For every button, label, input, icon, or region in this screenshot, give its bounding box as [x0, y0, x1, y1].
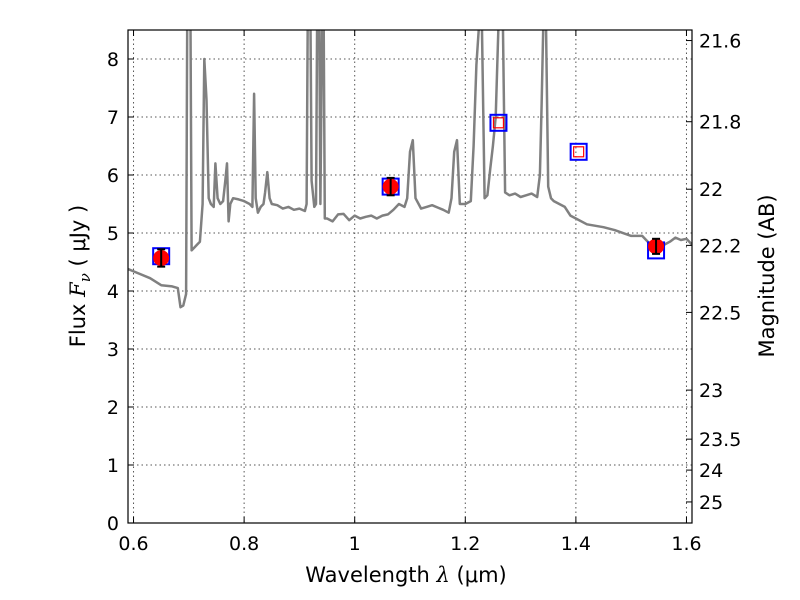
x-tick-label: 1.6	[671, 533, 701, 555]
spectrum-line	[128, 30, 692, 309]
y-tick-label: 4	[107, 281, 119, 303]
y2-tick-label: 21.8	[699, 112, 741, 134]
y-tick-label: 2	[107, 397, 119, 419]
ticks: 0.6 0.8 1 1.2 1.4 1.601234567821.621.82222.22…	[107, 30, 741, 555]
model-photometry-square	[492, 117, 505, 129]
y-axis-label: Flux Fν ( μJy )	[66, 205, 94, 347]
x-tick-label: 0.6	[118, 533, 148, 555]
y-tick-label: 7	[107, 107, 119, 129]
y-tick-label: 6	[107, 165, 119, 187]
y2-tick-label: 23	[699, 380, 723, 402]
x-axis-label: Wavelength λ (μm)	[305, 563, 506, 587]
y2-tick-label: 24	[699, 460, 723, 482]
y2-tick-label: 22	[699, 179, 723, 201]
x-tick-label: 0.8	[229, 533, 259, 555]
y2-tick-label: 23.5	[699, 429, 741, 451]
y-tick-label: 1	[107, 455, 119, 477]
y-tick-label: 5	[107, 223, 119, 245]
grid	[128, 30, 692, 524]
photometry-markers	[152, 113, 666, 268]
y2-tick-label: 22.2	[699, 235, 741, 257]
x-tick-label: 1.4	[561, 533, 591, 555]
x-tick-label: 1	[349, 533, 361, 555]
y-tick-label: 8	[107, 49, 119, 71]
model-photometry-square	[573, 146, 585, 158]
model-spectrum	[128, 30, 692, 309]
observed-photometry-square	[489, 113, 508, 132]
y2-axis-label: Magnitude (AB)	[755, 194, 779, 357]
observed-photometry-square	[569, 142, 588, 161]
y-tick-label: 0	[107, 513, 119, 535]
x-tick-label: 1.2	[450, 533, 480, 555]
y2-tick-label: 22.5	[699, 302, 741, 324]
y-tick-label: 3	[107, 339, 119, 361]
y2-tick-label: 21.6	[699, 31, 741, 53]
plot-frame	[127, 29, 693, 524]
y2-tick-label: 25	[699, 492, 723, 514]
